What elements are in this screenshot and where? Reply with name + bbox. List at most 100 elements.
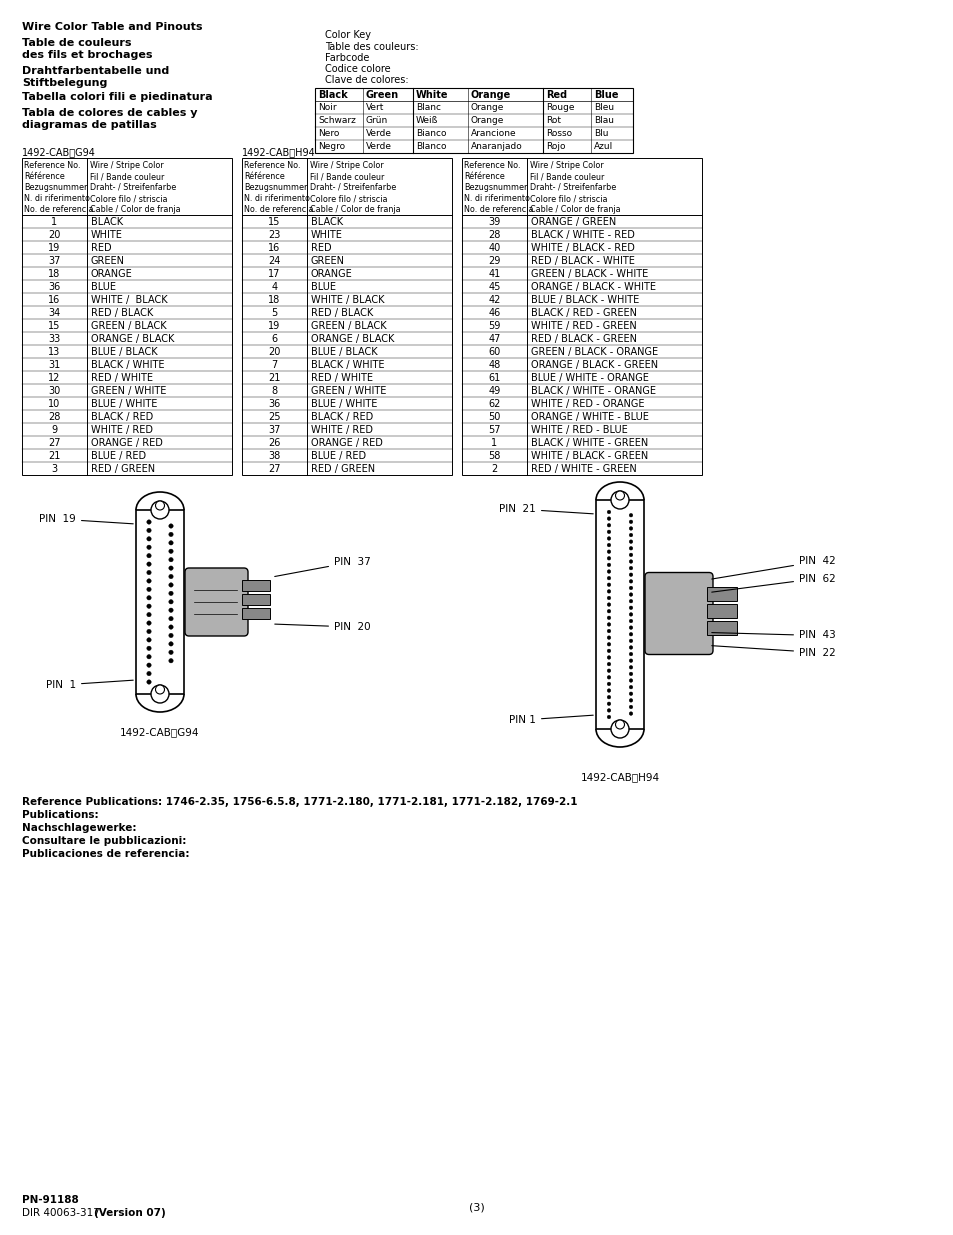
Text: BLACK / RED - GREEN: BLACK / RED - GREEN: [531, 308, 637, 317]
Text: Cable / Color de franja: Cable / Color de franja: [530, 205, 620, 214]
Circle shape: [610, 720, 628, 739]
Text: PN-91188: PN-91188: [22, 1195, 79, 1205]
Circle shape: [147, 545, 151, 550]
Text: Reference No.: Reference No.: [244, 161, 300, 170]
Bar: [22, 158, 232, 475]
Text: RED: RED: [91, 243, 112, 253]
Text: Wire / Stripe Color: Wire / Stripe Color: [90, 161, 164, 170]
Text: 48: 48: [488, 359, 500, 370]
Text: ORANGE / BLACK: ORANGE / BLACK: [311, 333, 394, 345]
Circle shape: [606, 701, 610, 705]
Text: Anaranjado: Anaranjado: [471, 142, 522, 151]
Circle shape: [629, 514, 632, 517]
Text: GREEN / WHITE: GREEN / WHITE: [311, 387, 386, 396]
Circle shape: [606, 589, 610, 593]
Text: Bezugsnummer: Bezugsnummer: [24, 183, 88, 191]
Circle shape: [147, 520, 151, 524]
Circle shape: [629, 559, 632, 563]
Text: RED / GREEN: RED / GREEN: [311, 464, 375, 474]
Circle shape: [606, 656, 610, 659]
Text: Colore filo / striscia: Colore filo / striscia: [310, 194, 387, 203]
Circle shape: [606, 709, 610, 713]
Text: Nero: Nero: [317, 128, 339, 138]
Circle shape: [629, 672, 632, 676]
Text: No. de referencia: No. de referencia: [24, 205, 93, 214]
Text: Orange: Orange: [471, 90, 511, 100]
Text: Wire / Stripe Color: Wire / Stripe Color: [310, 161, 383, 170]
Text: Drahtfarbentabelle und: Drahtfarbentabelle und: [22, 65, 169, 77]
Circle shape: [147, 655, 151, 659]
Text: RED / BLACK: RED / BLACK: [91, 308, 153, 317]
Text: Reference No.: Reference No.: [24, 161, 80, 170]
Text: 21: 21: [268, 373, 280, 383]
Text: Draht- / Streifenfarbe: Draht- / Streifenfarbe: [90, 183, 176, 191]
Text: 27: 27: [49, 438, 61, 448]
Text: Fil / Bande couleur: Fil / Bande couleur: [90, 172, 164, 182]
Text: 19: 19: [268, 321, 280, 331]
Text: Vert: Vert: [366, 103, 384, 112]
Text: Reference Publications: 1746-2.35, 1756-6.5.8, 1771-2.180, 1771-2.181, 1771-2.18: Reference Publications: 1746-2.35, 1756-…: [22, 797, 577, 806]
Text: 28: 28: [49, 412, 61, 422]
Circle shape: [606, 569, 610, 573]
Circle shape: [606, 636, 610, 640]
Circle shape: [629, 692, 632, 695]
Text: 59: 59: [488, 321, 500, 331]
Text: 46: 46: [488, 308, 500, 317]
Text: 34: 34: [49, 308, 61, 317]
Text: 38: 38: [268, 451, 280, 461]
Circle shape: [147, 571, 151, 574]
Text: RED / GREEN: RED / GREEN: [91, 464, 155, 474]
Text: Clave de colores:: Clave de colores:: [325, 75, 408, 85]
Text: GREEN: GREEN: [311, 256, 345, 266]
Circle shape: [147, 637, 151, 642]
Circle shape: [606, 682, 610, 685]
Text: 8: 8: [272, 387, 277, 396]
Text: diagramas de patillas: diagramas de patillas: [22, 120, 156, 130]
Circle shape: [629, 659, 632, 662]
Text: Bianco: Bianco: [416, 128, 446, 138]
Text: ORANGE / GREEN: ORANGE / GREEN: [531, 217, 616, 227]
Bar: [242, 594, 270, 605]
Text: 19: 19: [49, 243, 61, 253]
Text: PIN  22: PIN 22: [711, 646, 835, 657]
Text: 1: 1: [491, 438, 497, 448]
Text: Grün: Grün: [366, 116, 388, 125]
Circle shape: [610, 492, 628, 509]
Text: Arancione: Arancione: [471, 128, 517, 138]
Text: RED: RED: [311, 243, 332, 253]
FancyBboxPatch shape: [644, 573, 712, 655]
Circle shape: [606, 524, 610, 527]
Text: BLACK: BLACK: [91, 217, 123, 227]
Circle shape: [606, 616, 610, 620]
Text: Wire / Stripe Color: Wire / Stripe Color: [530, 161, 603, 170]
Text: Blanc: Blanc: [416, 103, 440, 112]
Circle shape: [169, 608, 173, 613]
Text: 15: 15: [49, 321, 61, 331]
Text: WHITE / RED - GREEN: WHITE / RED - GREEN: [531, 321, 636, 331]
Text: 30: 30: [49, 387, 61, 396]
Text: PIN  21: PIN 21: [498, 504, 593, 514]
Text: BLACK / WHITE: BLACK / WHITE: [91, 359, 164, 370]
Text: WHITE / BLACK - GREEN: WHITE / BLACK - GREEN: [531, 451, 648, 461]
Circle shape: [615, 492, 624, 500]
Circle shape: [606, 662, 610, 666]
Circle shape: [147, 562, 151, 567]
Text: PIN  42: PIN 42: [711, 557, 835, 579]
Text: 61: 61: [488, 373, 500, 383]
Circle shape: [169, 634, 173, 637]
Text: 37: 37: [268, 425, 280, 435]
Circle shape: [606, 622, 610, 626]
Circle shape: [147, 595, 151, 600]
Text: PIN 1: PIN 1: [509, 715, 593, 725]
Circle shape: [629, 567, 632, 569]
Circle shape: [629, 534, 632, 537]
Text: ORANGE / WHITE - BLUE: ORANGE / WHITE - BLUE: [531, 412, 648, 422]
Text: BLACK / RED: BLACK / RED: [91, 412, 153, 422]
Text: 36: 36: [268, 399, 280, 409]
Circle shape: [147, 613, 151, 616]
Text: Schwarz: Schwarz: [317, 116, 355, 125]
Text: BLUE / RED: BLUE / RED: [311, 451, 366, 461]
Text: BLUE: BLUE: [311, 282, 335, 291]
Text: Negro: Negro: [317, 142, 345, 151]
Text: Bleu: Bleu: [594, 103, 614, 112]
